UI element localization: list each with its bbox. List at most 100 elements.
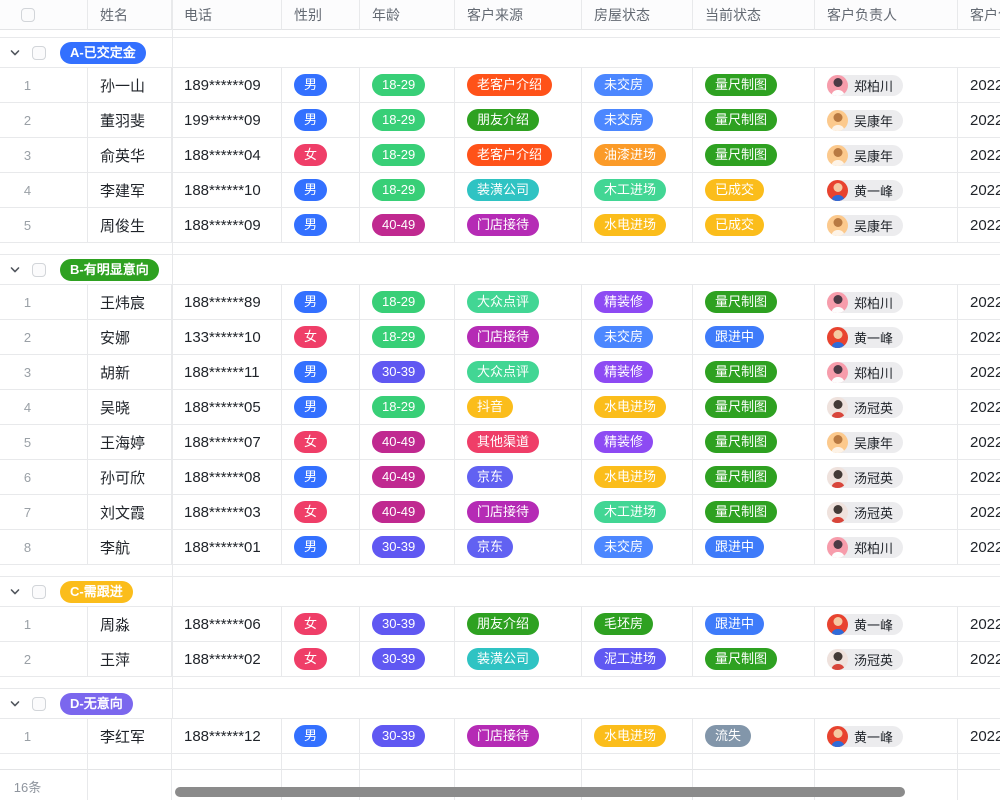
current-status-cell[interactable]: 跟进中 <box>693 530 815 565</box>
phone-cell[interactable]: 188******11 <box>172 355 282 390</box>
house-status-cell[interactable]: 未交房 <box>582 68 693 103</box>
phone-cell[interactable]: 188******09 <box>172 208 282 243</box>
source-cell[interactable]: 大众点评 <box>455 355 582 390</box>
column-header-created[interactable]: 客户创建时间 <box>958 0 1000 30</box>
row-index-cell[interactable]: 1 <box>0 285 88 320</box>
gender-cell[interactable]: 女 <box>282 320 360 355</box>
gender-cell[interactable]: 女 <box>282 425 360 460</box>
house-status-cell[interactable]: 精装修 <box>582 425 693 460</box>
gender-cell[interactable]: 男 <box>282 285 360 320</box>
row-index-cell[interactable]: 3 <box>0 138 88 173</box>
age-cell[interactable]: 40-49 <box>360 495 455 530</box>
current-status-cell[interactable]: 已成交 <box>693 208 815 243</box>
name-cell[interactable]: 王海婷 <box>88 425 172 460</box>
house-status-cell[interactable]: 未交房 <box>582 103 693 138</box>
phone-cell[interactable]: 188******07 <box>172 425 282 460</box>
gender-cell[interactable]: 男 <box>282 719 360 754</box>
house-status-cell[interactable]: 水电进场 <box>582 719 693 754</box>
phone-cell[interactable]: 188******08 <box>172 460 282 495</box>
current-status-cell[interactable]: 流失 <box>693 719 815 754</box>
gender-cell[interactable]: 女 <box>282 642 360 677</box>
house-status-cell[interactable]: 精装修 <box>582 355 693 390</box>
phone-cell[interactable]: 188******04 <box>172 138 282 173</box>
house-status-cell[interactable]: 毛坯房 <box>582 607 693 642</box>
row-index-cell[interactable]: 1 <box>0 68 88 103</box>
name-cell[interactable]: 周俊生 <box>88 208 172 243</box>
column-header-source[interactable]: 客户来源 <box>455 0 582 30</box>
current-status-cell[interactable]: 量尺制图 <box>693 138 815 173</box>
gender-cell[interactable]: 女 <box>282 607 360 642</box>
name-cell[interactable]: 董羽斐 <box>88 103 172 138</box>
column-header-house-status[interactable]: 房屋状态 <box>582 0 693 30</box>
column-header-phone[interactable]: 电话 <box>172 0 282 30</box>
name-cell[interactable]: 李红军 <box>88 719 172 754</box>
column-header-gender[interactable]: 性别 <box>282 0 360 30</box>
name-cell[interactable]: 王萍 <box>88 642 172 677</box>
age-cell[interactable]: 18-29 <box>360 68 455 103</box>
owner-cell[interactable]: 吴康年 <box>815 138 958 173</box>
phone-cell[interactable]: 188******06 <box>172 607 282 642</box>
row-index-cell[interactable]: 2 <box>0 642 88 677</box>
owner-cell[interactable]: 黄一峰 <box>815 607 958 642</box>
gender-cell[interactable]: 男 <box>282 173 360 208</box>
current-status-cell[interactable]: 量尺制图 <box>693 68 815 103</box>
phone-cell[interactable]: 188******03 <box>172 495 282 530</box>
house-status-cell[interactable]: 未交房 <box>582 320 693 355</box>
gender-cell[interactable]: 男 <box>282 355 360 390</box>
row-index-cell[interactable]: 8 <box>0 530 88 565</box>
age-cell[interactable]: 30-39 <box>360 719 455 754</box>
house-status-cell[interactable]: 水电进场 <box>582 390 693 425</box>
gender-cell[interactable]: 男 <box>282 460 360 495</box>
source-cell[interactable]: 门店接待 <box>455 495 582 530</box>
name-cell[interactable]: 李建军 <box>88 173 172 208</box>
phone-cell[interactable]: 188******89 <box>172 285 282 320</box>
age-cell[interactable]: 30-39 <box>360 642 455 677</box>
owner-cell[interactable]: 汤冠英 <box>815 390 958 425</box>
current-status-cell[interactable]: 量尺制图 <box>693 355 815 390</box>
select-all-checkbox[interactable] <box>20 7 35 22</box>
collapse-chevron-icon[interactable] <box>8 585 22 599</box>
name-cell[interactable]: 胡新 <box>88 355 172 390</box>
age-cell[interactable]: 30-39 <box>360 530 455 565</box>
age-cell[interactable]: 18-29 <box>360 173 455 208</box>
name-cell[interactable]: 吴晓 <box>88 390 172 425</box>
current-status-cell[interactable]: 量尺制图 <box>693 285 815 320</box>
house-status-cell[interactable]: 泥工进场 <box>582 642 693 677</box>
age-cell[interactable]: 18-29 <box>360 285 455 320</box>
source-cell[interactable]: 装潢公司 <box>455 173 582 208</box>
group-checkbox[interactable] <box>32 696 46 711</box>
age-cell[interactable]: 30-39 <box>360 607 455 642</box>
group-checkbox[interactable] <box>32 262 46 277</box>
current-status-cell[interactable]: 量尺制图 <box>693 425 815 460</box>
phone-cell[interactable]: 188******01 <box>172 530 282 565</box>
row-index-cell[interactable]: 2 <box>0 320 88 355</box>
row-index-cell[interactable]: 7 <box>0 495 88 530</box>
source-cell[interactable]: 抖音 <box>455 390 582 425</box>
house-status-cell[interactable]: 水电进场 <box>582 208 693 243</box>
current-status-cell[interactable]: 量尺制图 <box>693 642 815 677</box>
gender-cell[interactable]: 男 <box>282 208 360 243</box>
source-cell[interactable]: 老客户介绍 <box>455 138 582 173</box>
name-cell[interactable]: 李航 <box>88 530 172 565</box>
gender-cell[interactable]: 男 <box>282 103 360 138</box>
row-index-cell[interactable]: 1 <box>0 607 88 642</box>
current-status-cell[interactable]: 量尺制图 <box>693 495 815 530</box>
column-header-owner[interactable]: 客户负责人 <box>815 0 958 30</box>
row-index-cell[interactable]: 5 <box>0 208 88 243</box>
owner-cell[interactable]: 黄一峰 <box>815 173 958 208</box>
age-cell[interactable]: 18-29 <box>360 390 455 425</box>
column-header-current-status[interactable]: 当前状态 <box>693 0 815 30</box>
gender-cell[interactable]: 男 <box>282 390 360 425</box>
